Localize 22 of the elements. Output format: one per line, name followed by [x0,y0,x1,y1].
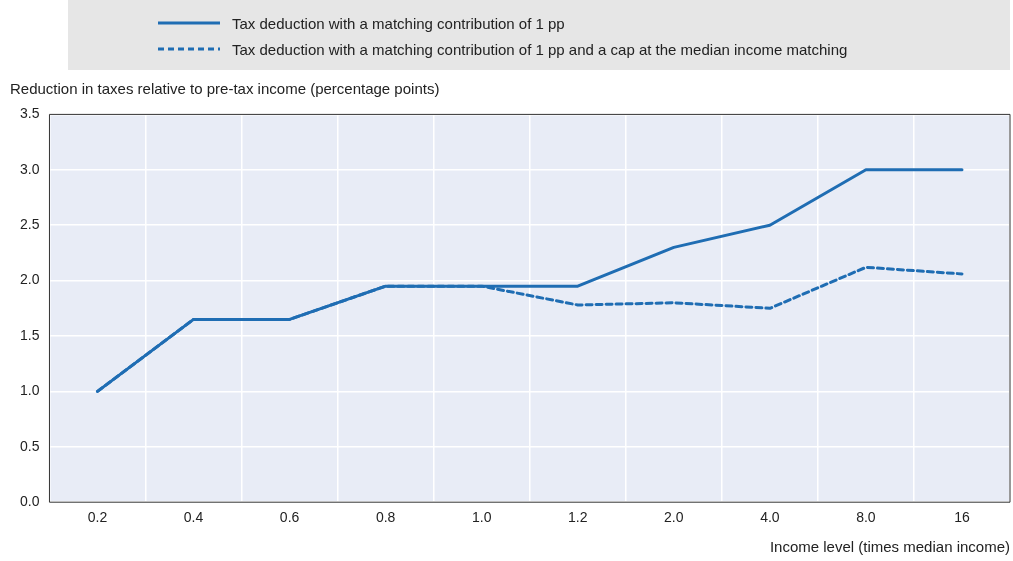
x-tick-label: 1.2 [568,509,588,526]
x-tick-label: 0.2 [87,509,108,526]
y-tick-label: 1.0 [19,382,40,399]
x-tick-label: 0.4 [183,509,204,526]
x-tick-label: 16 [954,509,970,526]
y-tick-label: 1.5 [19,326,40,343]
x-tick-label: 0.6 [279,509,300,526]
x-tick-label: 1.0 [471,509,492,526]
y-axis-title: Reduction in taxes relative to pre-tax income (percentage points) [10,80,440,97]
y-tick-label: 3.0 [19,160,40,177]
x-axis-title: Income level (times median income) [769,538,1010,556]
legend-label: Tax deduction with a matching contribution of 1 pp [232,14,565,32]
x-tick-label: 2.0 [664,509,684,526]
y-tick-label: 0.0 [19,493,40,510]
y-tick-label: 0.5 [19,437,40,454]
y-tick-label: 2.0 [19,271,40,288]
y-tick-label: 2.5 [19,216,40,233]
x-tick-label: 8.0 [856,509,876,526]
x-tick-label: 0.8 [375,509,396,526]
legend-label: Tax deduction with a matching contribution of 1 pp and a cap at the median income matching [232,40,848,58]
y-tick-label: 3.5 [19,105,40,122]
x-tick-label: 4.0 [760,509,780,526]
